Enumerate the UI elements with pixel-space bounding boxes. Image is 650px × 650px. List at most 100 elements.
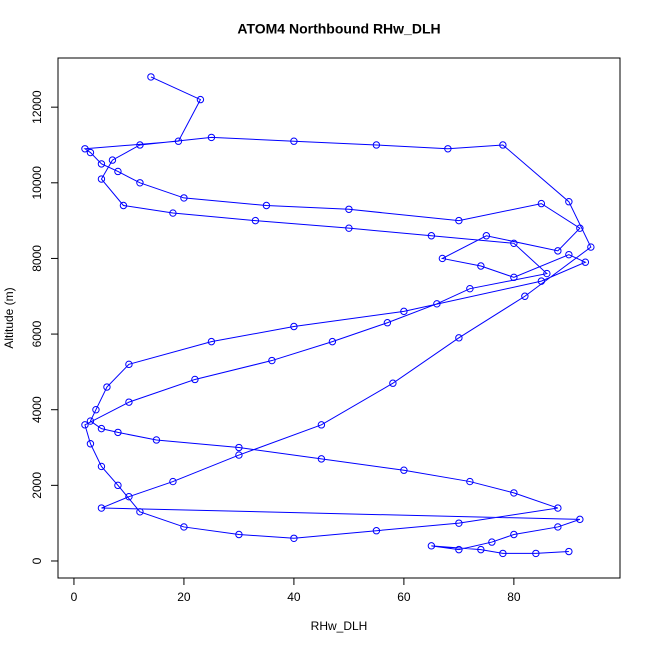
data-point: [81, 421, 89, 429]
data-point: [510, 489, 518, 497]
data-point: [345, 205, 353, 213]
chart-title: ATOM4 Northbound RHw_DLH: [237, 21, 440, 37]
y-tick-label: 4000: [30, 396, 44, 423]
data-point: [482, 232, 491, 240]
data-point: [125, 492, 133, 501]
data-point: [372, 141, 381, 149]
y-axis-label: Altitude (m): [2, 287, 16, 348]
data-point: [180, 194, 188, 202]
data-point: [317, 455, 326, 463]
data-point: [235, 530, 243, 539]
y-tick-label: 2000: [30, 472, 44, 499]
x-tick-label: 40: [287, 590, 301, 604]
data-point: [554, 247, 562, 255]
data-point: [169, 209, 177, 217]
data-point: [372, 527, 381, 535]
data-point: [97, 504, 106, 512]
data-point: [235, 451, 243, 459]
data-point: [537, 277, 546, 285]
data-point: [499, 141, 507, 149]
data-point: [136, 179, 144, 187]
data-point: [97, 462, 106, 471]
data-point: [576, 515, 584, 524]
data-point: [383, 319, 392, 327]
data-point: [455, 334, 463, 342]
data-point: [581, 258, 590, 266]
data-point: [114, 167, 122, 176]
data-point: [119, 201, 128, 210]
data-point: [92, 406, 100, 414]
data-point: [114, 481, 122, 490]
data-point: [345, 224, 353, 232]
data-point: [537, 199, 546, 208]
y-tick-label: 0: [30, 557, 44, 564]
data-point: [147, 73, 155, 81]
data-point: [196, 95, 205, 104]
data-point: [477, 545, 485, 554]
data-point: [466, 284, 474, 293]
data-point: [97, 175, 106, 183]
data-point: [532, 549, 540, 558]
data-point: [125, 398, 133, 406]
data-point: [438, 254, 447, 263]
data-point: [510, 239, 518, 248]
data-point: [262, 201, 271, 210]
data-point: [136, 508, 144, 516]
data-point: [290, 534, 298, 542]
data-point: [136, 141, 144, 149]
data-point: [565, 198, 573, 206]
x-tick-label: 0: [71, 590, 78, 604]
data-point: [108, 156, 117, 164]
data-point: [477, 262, 485, 270]
data-point: [510, 273, 518, 282]
data-point: [455, 216, 463, 225]
data-point: [565, 547, 573, 556]
data-point: [466, 477, 474, 486]
data-point: [97, 160, 106, 168]
data-point: [86, 148, 95, 157]
data-point: [427, 232, 436, 240]
data-point: [180, 523, 188, 531]
data-point: [207, 337, 216, 346]
data-point: [169, 477, 177, 486]
data-point: [235, 443, 243, 452]
data-point: [103, 383, 111, 391]
data-point: [444, 145, 452, 153]
data-line: [83, 76, 592, 554]
data-point: [455, 519, 463, 527]
x-tick-label: 20: [177, 590, 191, 604]
data-point: [81, 145, 89, 153]
data-point: [290, 322, 298, 331]
data-point: [389, 379, 397, 387]
data-point: [455, 545, 463, 554]
data-point: [268, 356, 276, 365]
data-point: [521, 292, 529, 300]
data-point: [510, 530, 518, 539]
y-tick-label: 12000: [30, 90, 44, 124]
data-point: [576, 224, 584, 232]
data-point: [125, 360, 133, 369]
x-tick-label: 80: [507, 590, 521, 604]
data-point: [114, 428, 122, 437]
data-point: [427, 542, 436, 550]
data-point: [174, 137, 183, 145]
data-point: [565, 250, 573, 259]
y-tick-label: 8000: [30, 245, 44, 272]
data-point: [97, 424, 106, 433]
data-point: [488, 538, 496, 546]
data-point: [400, 307, 408, 316]
data-point: [152, 436, 161, 444]
y-tick-label: 10000: [30, 166, 44, 200]
data-point: [317, 421, 326, 429]
data-point: [207, 133, 216, 142]
data-point: [543, 269, 551, 278]
y-tick-label: 6000: [30, 320, 44, 347]
data-point: [400, 466, 408, 474]
data-point: [328, 337, 337, 346]
data-point: [86, 417, 95, 425]
data-point: [86, 440, 95, 448]
data-point: [554, 504, 562, 512]
data-point: [587, 243, 595, 251]
